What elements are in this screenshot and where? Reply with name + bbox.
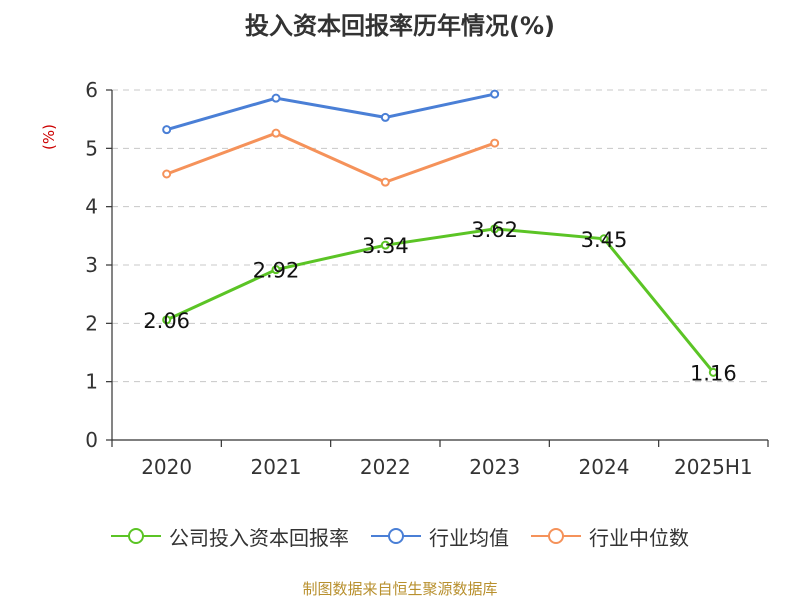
y-tick-label-2: 2	[85, 311, 98, 335]
legend-item-industry-mean[interactable]: 行业均值	[371, 522, 509, 551]
data-source: 制图数据来自恒生聚源数据库	[302, 580, 498, 598]
y-tick-label-4: 4	[85, 195, 98, 219]
data-point-0-2020	[162, 315, 172, 325]
x-tick-label-2025H1: 2025H1	[674, 455, 753, 479]
data-label-2025H1: 1.16	[690, 361, 737, 385]
data-point-1-2020	[162, 125, 172, 135]
legend-item-company[interactable]: 公司投入资本回报率	[111, 522, 349, 551]
y-tick-label-1: 1	[85, 370, 98, 394]
data-point-0-2023	[490, 224, 500, 234]
legend: 公司投入资本回报率 行业均值 行业中位数	[0, 518, 800, 554]
data-label-2020: 2.06	[143, 309, 190, 333]
legend-item-industry-median[interactable]: 行业中位数	[531, 522, 689, 551]
data-label-2022: 3.34	[362, 234, 409, 258]
x-tick-label-2022: 2022	[360, 455, 411, 479]
data-point-0-2021	[271, 265, 281, 275]
chart-title: 投入资本回报率历年情况(%)	[245, 12, 555, 40]
legend-swatch-company-icon	[111, 528, 161, 544]
data-point-1-2022	[380, 112, 390, 122]
data-point-1-2021	[271, 93, 281, 103]
legend-swatch-industry-mean-icon	[371, 528, 421, 544]
data-point-0-2024	[599, 234, 609, 244]
series-line-1	[166, 92, 495, 132]
series-line-2	[166, 131, 496, 184]
legend-label-company: 公司投入资本回报率	[169, 525, 349, 550]
data-point-2-2021	[271, 128, 281, 138]
y-tick-label-0: 0	[85, 428, 98, 452]
data-point-1-2023	[490, 89, 500, 99]
legend-label-industry-mean: 行业均值	[429, 525, 509, 550]
series-line-0	[166, 227, 715, 374]
y-tick-label-3: 3	[85, 253, 98, 277]
data-point-0-2022	[380, 240, 390, 250]
y-tick-label-6: 6	[85, 78, 98, 102]
x-tick-label-2021: 2021	[251, 455, 302, 479]
data-point-2-2020	[162, 169, 172, 179]
data-point-2-2023	[490, 138, 500, 148]
legend-label-industry-median: 行业中位数	[589, 525, 689, 550]
data-label-2023: 3.62	[471, 218, 518, 242]
data-label-2021: 2.92	[253, 259, 300, 283]
legend-swatch-industry-median-icon	[531, 528, 581, 544]
x-tick-label-2024: 2024	[579, 455, 630, 479]
y-tick-label-5: 5	[85, 136, 98, 160]
data-label-2024: 3.45	[581, 228, 628, 252]
data-point-0-2025H1	[708, 367, 718, 377]
x-tick-label-2023: 2023	[469, 455, 520, 479]
data-point-2-2022	[380, 177, 390, 187]
x-tick-label-2020: 2020	[141, 455, 192, 479]
